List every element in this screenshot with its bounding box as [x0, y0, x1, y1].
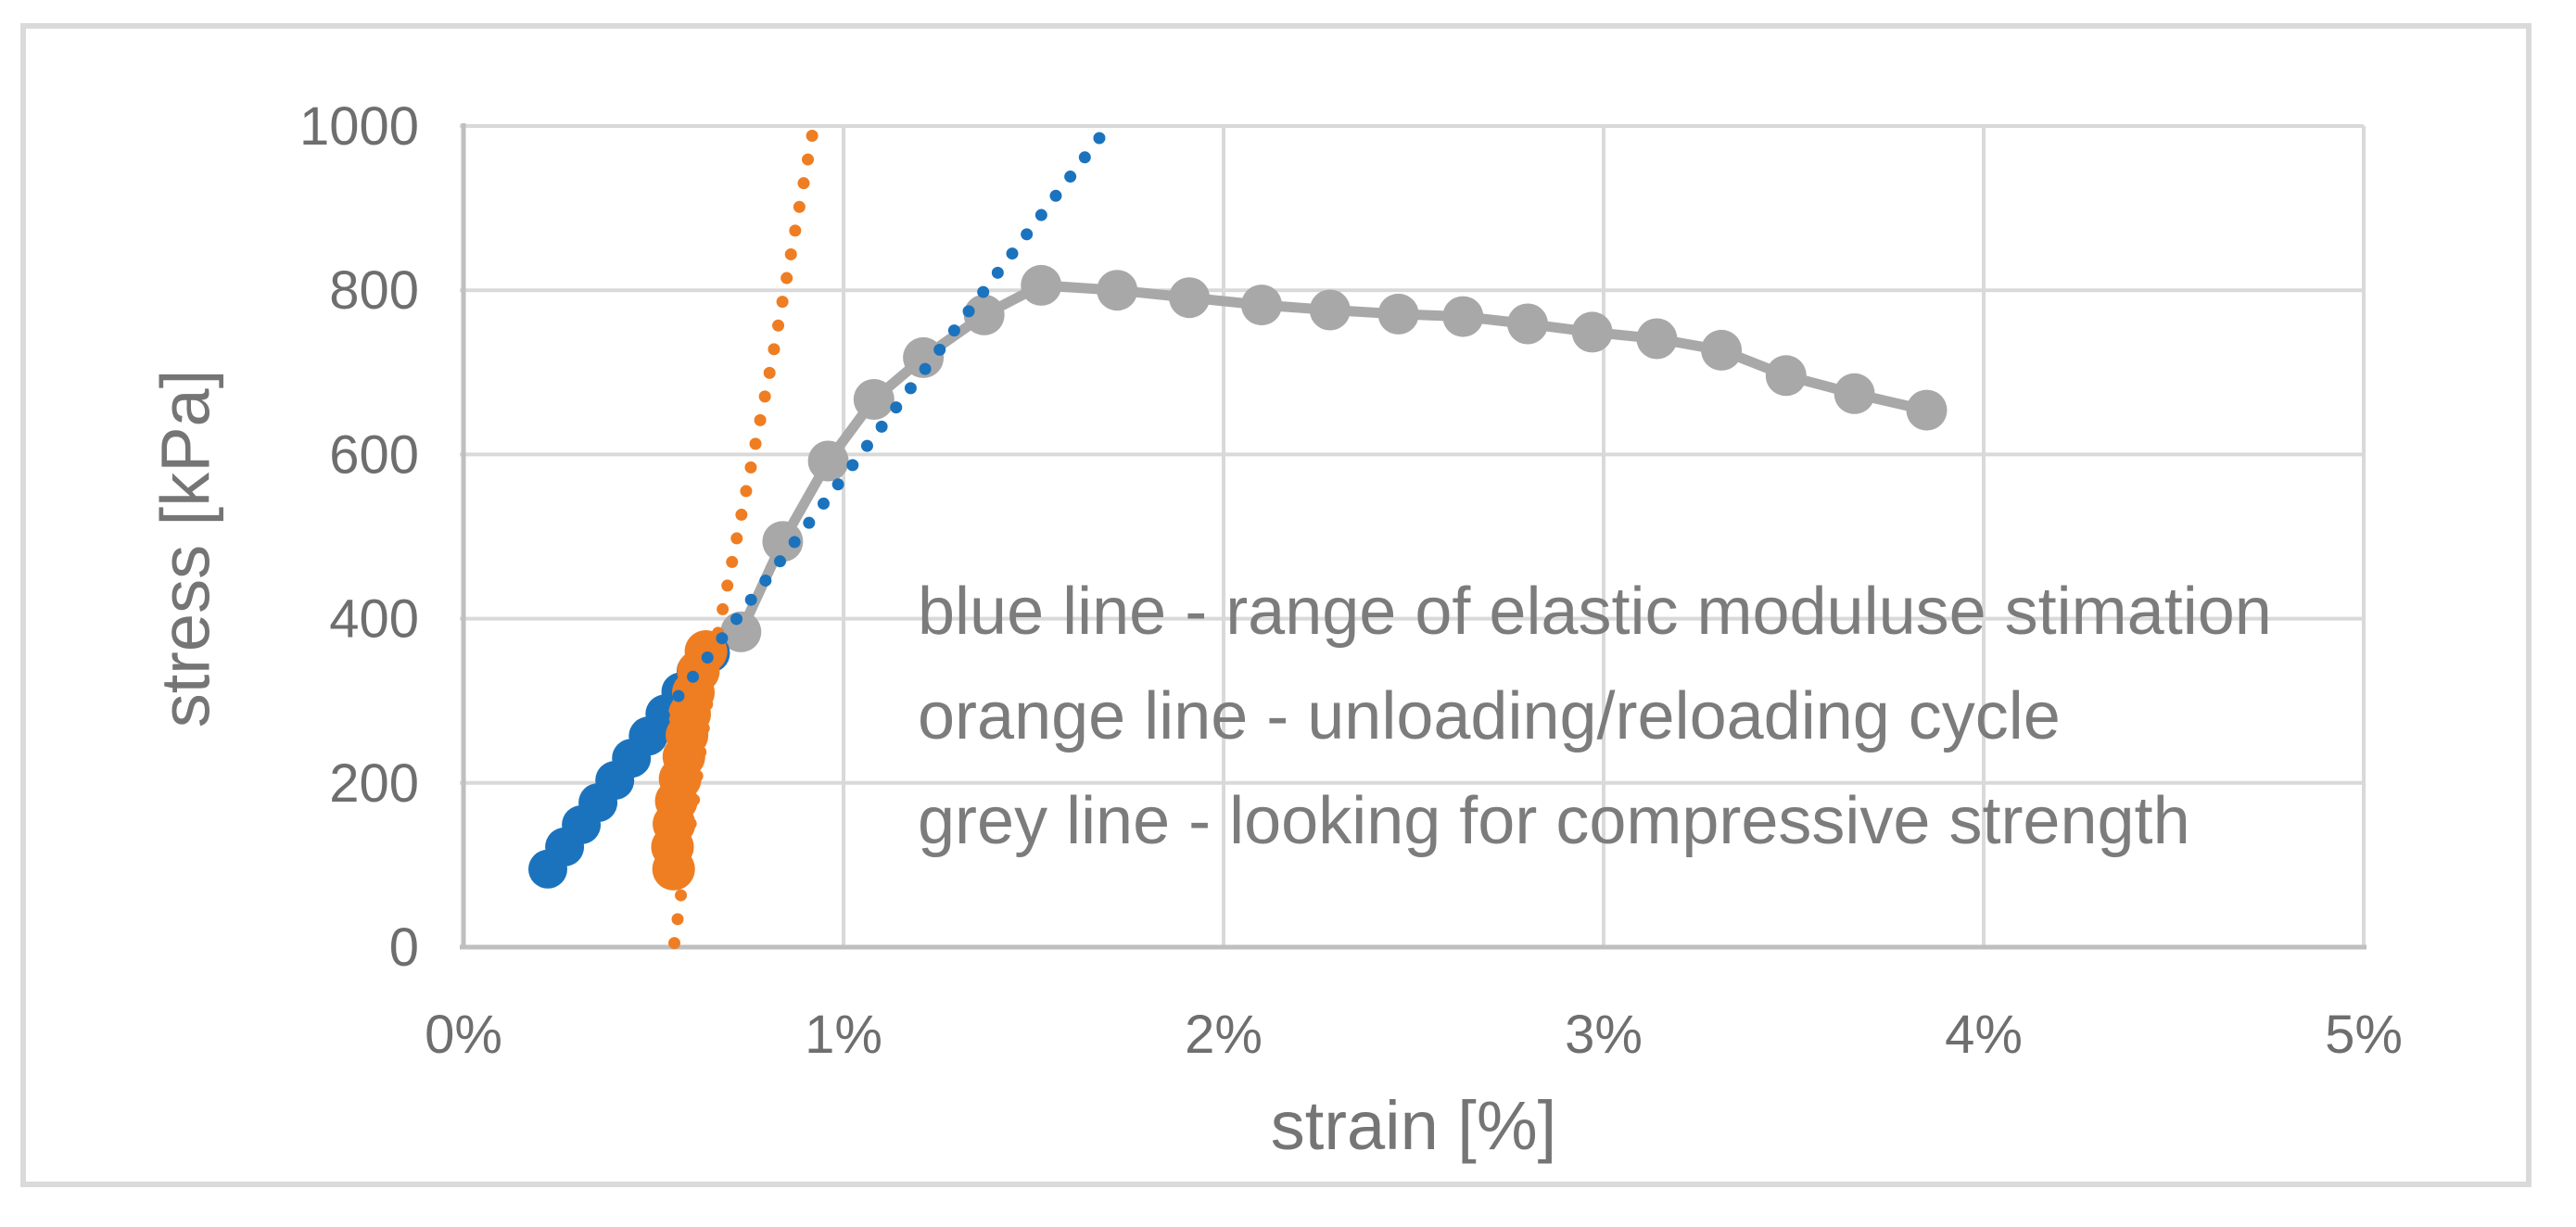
trendline-dots [541, 120, 1115, 876]
axis-lines [460, 123, 2367, 950]
data-point-marker [1442, 296, 1484, 337]
data-point-marker [1169, 277, 1211, 319]
data-point-marker [1636, 318, 1678, 360]
y-tick-label: 800 [329, 260, 419, 321]
y-tick-label: 600 [329, 424, 419, 485]
tick-labels: 0 200 400 600 800 1000 0% 1% 2% 3% 4% 5% [299, 96, 2403, 1065]
figure-border [20, 23, 2532, 1187]
y-axis-title: stress [kPa] [146, 369, 224, 728]
annotation-line-blue: blue line - range of elastic moduluse st… [918, 575, 2272, 649]
data-point-marker [853, 379, 895, 420]
x-tick-label: 1% [805, 1005, 882, 1065]
legend-annotation: blue line - range of elastic moduluse st… [918, 560, 2272, 874]
data-point-marker [762, 521, 804, 563]
y-tick-label: 200 [329, 753, 419, 814]
data-point-marker [1377, 293, 1419, 335]
data-point-marker [1765, 355, 1807, 397]
gridlines [460, 124, 2366, 947]
annotation-line-orange: orange line - unloading/reloading cycle [918, 679, 2061, 753]
x-tick-label: 5% [2325, 1005, 2403, 1065]
x-axis-title: strain [%] [1270, 1087, 1557, 1164]
data-point-marker [1021, 264, 1062, 306]
x-tick-label: 4% [1945, 1005, 2023, 1065]
data-point-marker [1701, 329, 1743, 371]
data-point-marker [963, 294, 1005, 335]
data-point-marker [1906, 389, 1948, 431]
data-point-marker [1507, 303, 1548, 345]
x-tick-label: 3% [1565, 1005, 1643, 1065]
trendline-dots [668, 123, 819, 950]
x-tick-label: 0% [425, 1005, 502, 1065]
series-orange-trendline-dotted [668, 123, 819, 950]
y-tick-label: 1000 [299, 96, 419, 157]
data-point-marker [903, 336, 945, 378]
series-blue-trendline-dotted [541, 120, 1115, 876]
data-point-marker [720, 611, 762, 652]
y-tick-label: 0 [389, 917, 419, 978]
data-point-marker [1097, 270, 1138, 311]
data-point-marker [1571, 311, 1613, 353]
data-point-marker [1309, 289, 1351, 331]
data-point-marker [1241, 285, 1282, 326]
y-tick-label: 400 [329, 589, 419, 650]
x-tick-label: 2% [1185, 1005, 1263, 1065]
data-point-marker [1834, 373, 1875, 414]
data-point-marker [807, 440, 849, 482]
annotation-line-grey: grey line - looking for compressive stre… [918, 784, 2190, 858]
